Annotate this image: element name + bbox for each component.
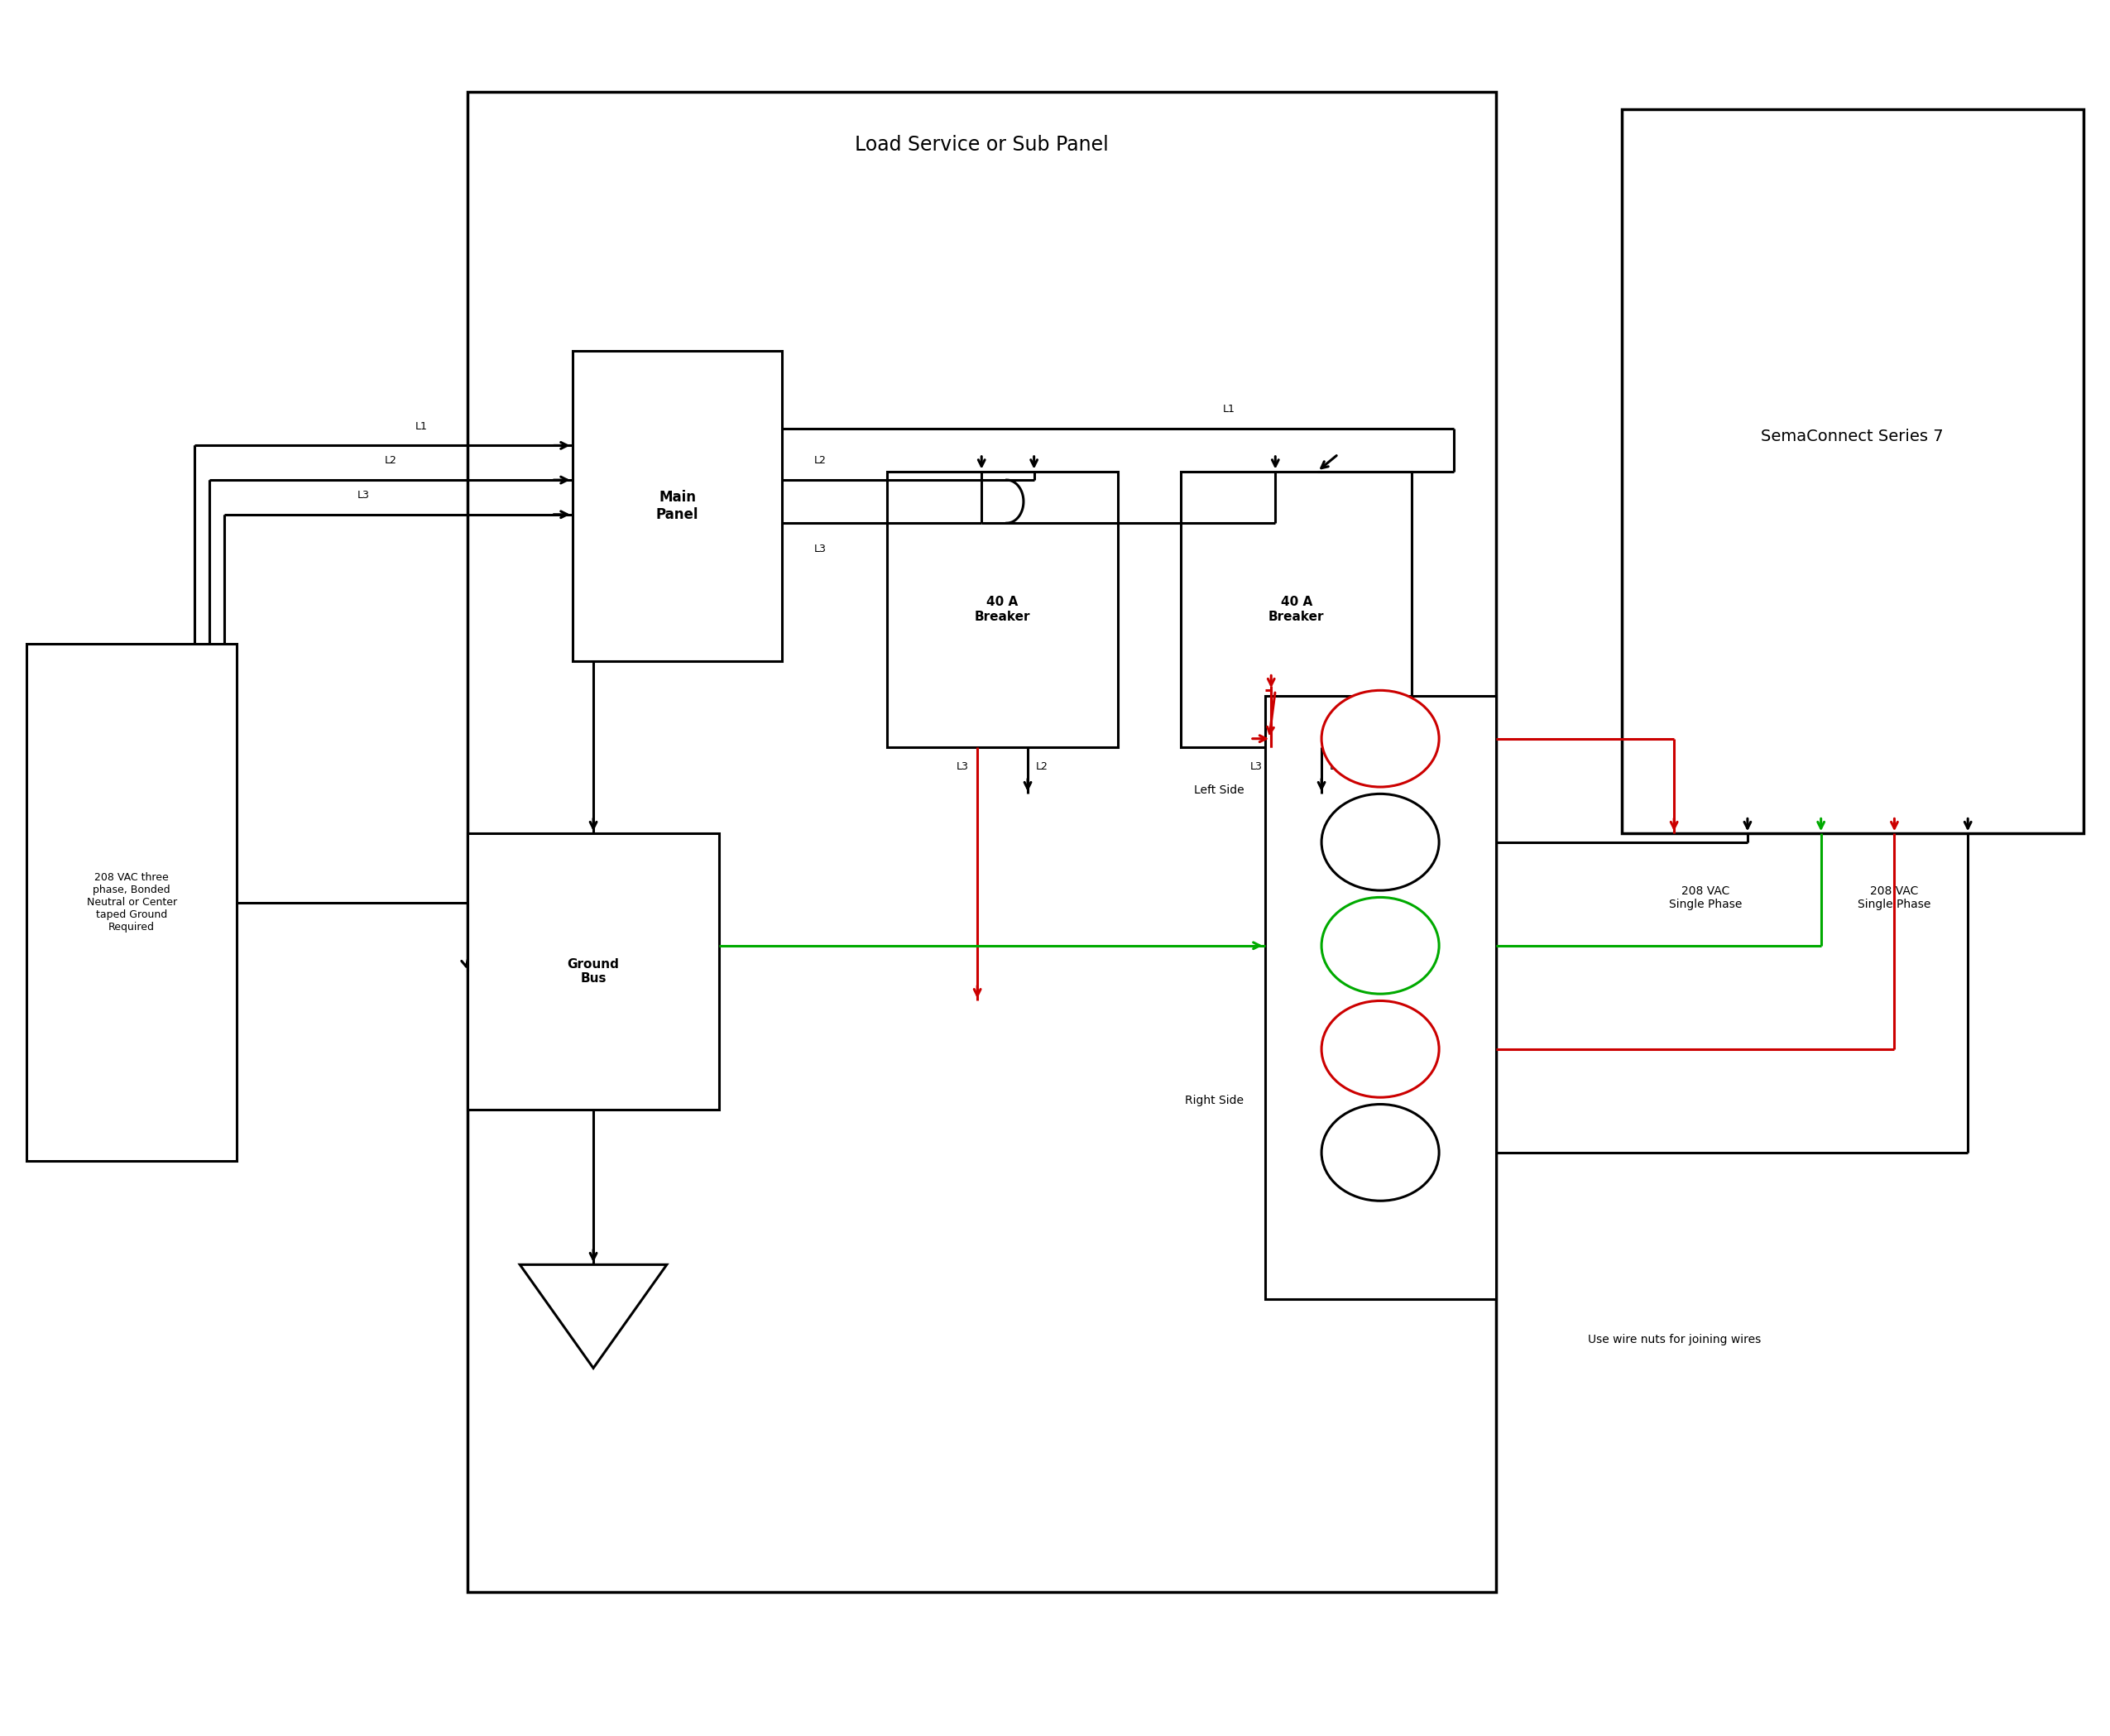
Circle shape [1321, 1000, 1439, 1097]
Circle shape [1321, 691, 1439, 786]
Text: Main
Panel: Main Panel [656, 490, 698, 523]
Circle shape [1321, 1104, 1439, 1201]
Text: Load Service or Sub Panel: Load Service or Sub Panel [855, 135, 1108, 155]
Text: Ground
Bus: Ground Bus [568, 958, 620, 984]
Text: L3: L3 [357, 490, 369, 500]
Bar [572, 351, 783, 661]
Text: 208 VAC three
phase, Bonded
Neutral or Center
taped Ground
Required: 208 VAC three phase, Bonded Neutral or C… [87, 871, 177, 932]
Circle shape [1321, 793, 1439, 891]
Text: L1: L1 [1224, 404, 1234, 415]
Text: Right Side: Right Side [1186, 1095, 1245, 1106]
Text: L3: L3 [956, 760, 968, 773]
Text: 208 VAC
Single Phase: 208 VAC Single Phase [1669, 885, 1743, 910]
Bar [1623, 109, 2083, 833]
Text: Use wire nuts for joining wires: Use wire nuts for joining wires [1587, 1333, 1760, 1345]
Text: L1: L1 [416, 420, 428, 432]
Text: L2: L2 [384, 455, 397, 467]
Text: L3: L3 [1251, 760, 1262, 773]
Text: SemaConnect Series 7: SemaConnect Series 7 [1762, 429, 1943, 444]
Circle shape [1321, 898, 1439, 995]
Bar [1264, 696, 1496, 1299]
Bar [886, 472, 1118, 746]
Text: 40 A
Breaker: 40 A Breaker [1268, 595, 1325, 623]
Bar [468, 92, 1496, 1592]
Bar [468, 833, 720, 1109]
Text: 208 VAC
Single Phase: 208 VAC Single Phase [1857, 885, 1931, 910]
Text: L1: L1 [1329, 760, 1342, 773]
Text: 40 A
Breaker: 40 A Breaker [975, 595, 1030, 623]
Text: L2: L2 [814, 455, 825, 467]
Text: L3: L3 [814, 543, 825, 554]
Text: L2: L2 [1036, 760, 1049, 773]
Bar [27, 644, 236, 1161]
Bar [1182, 472, 1412, 746]
Text: Left Side: Left Side [1194, 785, 1245, 797]
